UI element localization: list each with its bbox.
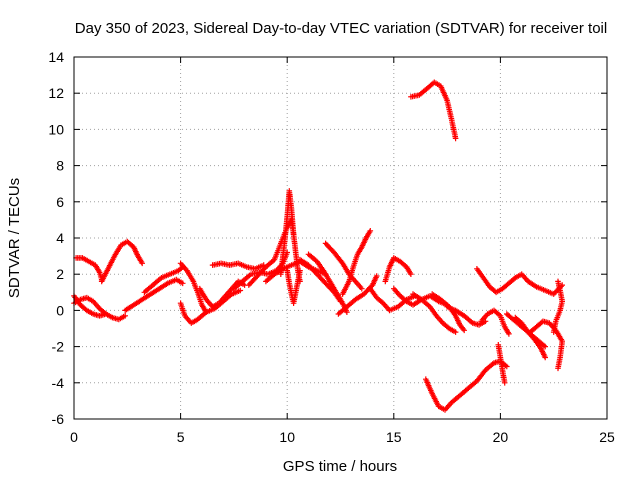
data-point-marker: [379, 299, 385, 305]
y-tick-label: 12: [48, 85, 64, 101]
tick-marks: [73, 56, 608, 420]
data-point-marker: [139, 260, 145, 267]
y-tick-label: 6: [56, 194, 64, 210]
data-series-arc-7: [177, 260, 209, 315]
data-point-marker: [461, 327, 467, 334]
data-point-marker: [452, 135, 459, 142]
data-series-arc-30: [512, 314, 548, 361]
data-series-arc-22: [382, 255, 414, 285]
data-series-arc-2: [71, 293, 109, 319]
y-tick-label: 14: [48, 49, 64, 65]
data-point-marker: [542, 343, 548, 350]
y-tick-label: -4: [52, 375, 65, 391]
y-tick-label: -2: [52, 339, 65, 355]
chart-title: Day 350 of 2023, Sidereal Day-to-day VTE…: [75, 20, 607, 37]
data-point-marker: [359, 285, 365, 292]
y-tick-label: 10: [48, 121, 64, 137]
x-tick-label: 5: [177, 429, 185, 445]
data-point-marker: [103, 311, 109, 317]
data-series-arc-5: [122, 276, 186, 314]
data-point-marker: [408, 271, 414, 277]
data-point-marker: [452, 329, 459, 335]
data-point-marker: [297, 267, 303, 274]
data-point-marker: [504, 363, 510, 370]
y-tick-label: 2: [56, 266, 64, 282]
y-tick-label: 0: [56, 302, 64, 318]
data-points: [71, 79, 565, 413]
data-point-marker: [344, 309, 350, 315]
data-series-arc-34: [408, 79, 459, 142]
data-series-arc-19: [339, 228, 374, 297]
data-series-arc-21: [367, 285, 418, 314]
y-axis-title: SDTVAR / TECUs: [6, 178, 23, 298]
data-series-arc-24: [410, 291, 459, 335]
data-point-marker: [367, 228, 374, 234]
data-point-marker: [122, 313, 128, 319]
data-point-marker: [373, 273, 380, 279]
x-tick-label: 25: [599, 429, 615, 445]
x-tick-label: 15: [386, 429, 402, 445]
data-series-arc-18: [322, 240, 365, 292]
y-tick-label: -6: [52, 411, 65, 427]
y-tick-label: 8: [56, 158, 64, 174]
data-series-arc-36: [495, 342, 508, 386]
data-point-marker: [550, 329, 557, 335]
data-series-arc-28: [474, 266, 531, 296]
data-series-arc-10: [209, 260, 267, 272]
data-series-arc-33: [550, 278, 565, 335]
x-tick-label: 10: [279, 429, 295, 445]
data-point-marker: [506, 331, 512, 337]
data-point-marker: [555, 365, 561, 372]
data-series-arc-6: [141, 264, 186, 296]
data-series-arc-27: [478, 307, 512, 337]
data-point-marker: [237, 287, 244, 294]
data-point-marker: [179, 280, 186, 287]
data-series-arc-3: [73, 255, 105, 283]
tick-labels: 0 5 10 15 20 25 -6 -4 -2 0 2 4 6 8 10 12 14: [48, 49, 615, 445]
x-tick-label: 20: [493, 429, 509, 445]
data-series-arc-4: [98, 238, 145, 285]
data-series-arc-14: [278, 188, 303, 285]
data-point-marker: [542, 354, 548, 361]
x-axis-title: GPS time / hours: [283, 458, 397, 475]
x-tick-label: 0: [70, 429, 78, 445]
data-point-marker: [501, 380, 508, 386]
y-tick-label: 4: [56, 230, 64, 246]
data-series-arc-15: [284, 267, 303, 306]
plot-border: [73, 56, 608, 420]
